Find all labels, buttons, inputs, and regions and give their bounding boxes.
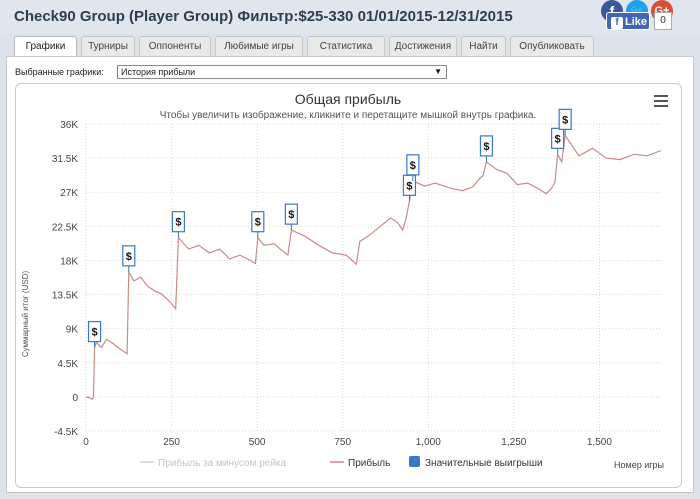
x-tick-label: 1,250	[501, 437, 526, 448]
big-win-flag-label: $	[91, 327, 97, 339]
big-win-flag-label: $	[175, 217, 181, 229]
legend-item-no-rake[interactable]: Прибыль за минусом рейка	[140, 457, 287, 469]
y-tick-label: 31.5K	[52, 154, 78, 165]
chart-selector-label: Выбранные графики:	[15, 67, 104, 77]
big-win-flag[interactable]: $	[251, 211, 265, 238]
big-win-flag-label: $	[410, 160, 416, 172]
y-tick-label: 13.5K	[52, 291, 78, 302]
big-win-flag-label: $	[483, 141, 489, 153]
chart-title: Общая прибыль	[295, 91, 401, 107]
facebook-like-icon: f	[611, 17, 623, 29]
y-tick-labels: -4.5K 0 4.5K 9K 13.5K 18K 22.5K 27K 31.5K 36K	[52, 120, 79, 438]
chart-selector-dropdown[interactable]: История прибыли ▼	[117, 65, 447, 79]
y-tick-label: 22.5K	[52, 222, 78, 233]
big-win-flag-label: $	[562, 114, 568, 126]
legend-label-big-wins: Значительные выигрыши	[425, 458, 543, 469]
x-tick-label: 750	[334, 437, 351, 448]
big-win-flag-label: $	[126, 251, 132, 263]
y-axis-label: Суммарный итог (USD)	[21, 271, 30, 358]
chart-selector-value: История прибыли	[121, 67, 196, 77]
y-tick-label: 36K	[60, 120, 78, 131]
tab-statistics[interactable]: Статистика	[307, 36, 385, 56]
big-win-flag[interactable]: $	[284, 203, 298, 231]
legend: Прибыль за минусом рейка Прибыль Значите…	[140, 456, 543, 469]
hamburger-menu-icon[interactable]	[654, 95, 668, 107]
y-tick-label: 9K	[66, 325, 79, 336]
big-win-flag[interactable]: $	[406, 154, 420, 181]
grid-lines	[85, 123, 661, 432]
y-tick-label: 27K	[60, 188, 78, 199]
big-win-flag[interactable]: $	[171, 211, 186, 238]
big-win-flag[interactable]: $	[558, 108, 572, 136]
facebook-like-button[interactable]: f Like	[606, 12, 650, 30]
facebook-like-label: Like	[625, 16, 648, 28]
tab-opponents[interactable]: Оппоненты	[139, 36, 211, 56]
big-win-flag-label: $	[255, 217, 261, 229]
big-win-flag-label: $	[288, 209, 294, 221]
big-win-flag[interactable]: $	[87, 321, 102, 348]
legend-label-profit: Прибыль	[348, 457, 390, 469]
big-win-flags: $$$ $$$$$$$	[87, 108, 572, 348]
x-axis-label: Номер игры	[614, 460, 664, 470]
charts-panel: Выбранные графики: История прибыли ▼ Общ…	[6, 56, 694, 493]
series-lines	[85, 133, 662, 400]
x-tick-label: 1,500	[587, 437, 612, 448]
legend-label-no-rake: Прибыль за минусом рейка	[158, 457, 287, 469]
chart-subtitle: Чтобы увеличить изображение, кликните и …	[160, 109, 537, 121]
tab-publish[interactable]: Опубликовать	[510, 36, 594, 56]
google-plus-count: 0	[654, 12, 672, 30]
legend-item-profit[interactable]: Прибыль	[330, 457, 390, 469]
y-tick-label: 4.5K	[57, 359, 78, 370]
x-tick-label: 250	[163, 437, 180, 448]
profit-chart[interactable]: Общая прибыль Чтобы увеличить изображени…	[16, 84, 681, 487]
x-tick-labels: 0 250 500 750 1,000 1,250 1,500	[83, 437, 612, 448]
series-line-profit	[85, 133, 662, 400]
x-tick-label: 0	[83, 437, 89, 448]
y-tick-label: -4.5K	[54, 427, 78, 438]
big-win-flag[interactable]: $	[122, 245, 136, 272]
page-title: Check90 Group (Player Group) Фильтр:$25-…	[14, 8, 513, 25]
x-tick-label: 1,000	[416, 437, 441, 448]
tab-achievements[interactable]: Достижения	[389, 36, 457, 56]
big-win-flag[interactable]: $	[402, 174, 417, 202]
big-win-flag[interactable]: $	[479, 135, 494, 162]
legend-marker-big-wins	[409, 456, 420, 467]
tab-favorite-games[interactable]: Любимые игры	[215, 36, 303, 56]
dropdown-arrow-icon: ▼	[434, 67, 442, 76]
big-win-flag-label: $	[555, 133, 561, 145]
tab-tournaments[interactable]: Турниры	[81, 36, 135, 56]
big-win-flag[interactable]: $	[551, 127, 565, 155]
chart-container[interactable]: Общая прибыль Чтобы увеличить изображени…	[15, 83, 682, 488]
y-tick-label: 18K	[60, 256, 78, 267]
y-tick-label: 0	[72, 393, 78, 404]
big-win-flag-label: $	[406, 180, 412, 192]
legend-item-big-wins[interactable]: Значительные выигрыши	[409, 456, 543, 469]
title-bar: Check90 Group (Player Group) Фильтр:$25-…	[0, 0, 700, 34]
tab-find[interactable]: Найти	[461, 36, 506, 56]
tab-charts[interactable]: Графики	[14, 36, 77, 58]
x-tick-label: 500	[249, 437, 266, 448]
